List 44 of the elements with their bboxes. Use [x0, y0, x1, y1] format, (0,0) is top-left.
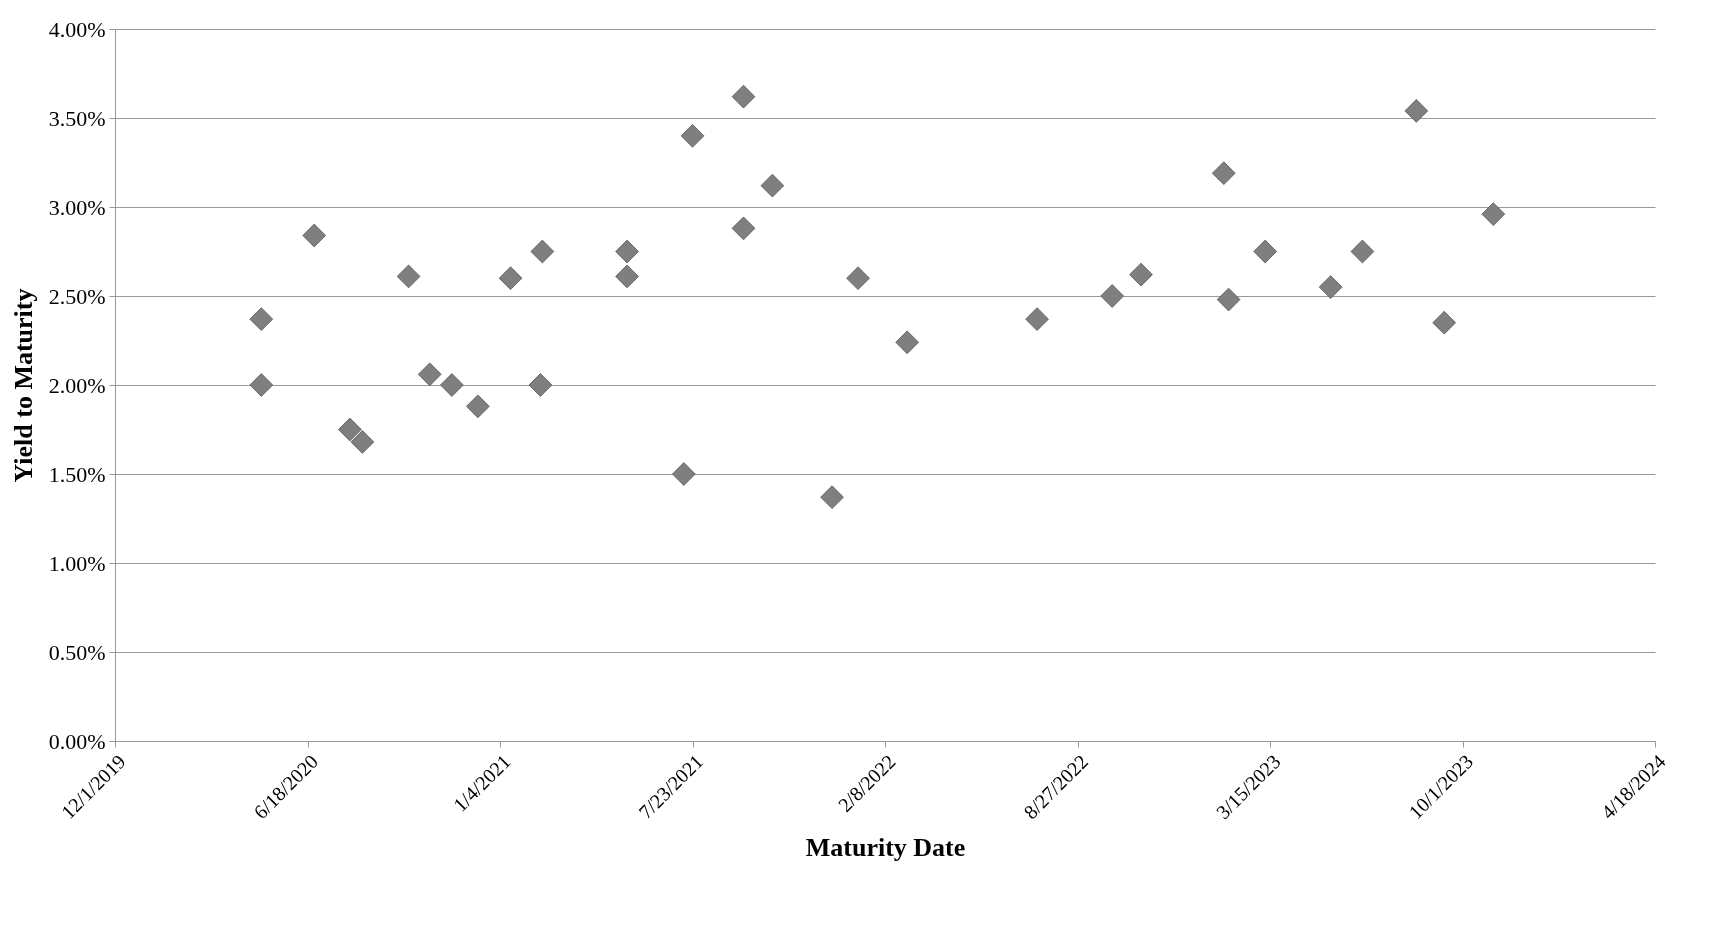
- point: [1129, 262, 1153, 287]
- y-axis-title: Yield to Maturity: [8, 288, 38, 483]
- point: [417, 362, 442, 387]
- point: [338, 417, 362, 442]
- point: [846, 266, 870, 290]
- point: [1350, 239, 1375, 264]
- point: [440, 373, 464, 397]
- y-tick-label: 2.50%: [48, 283, 106, 309]
- point: [672, 462, 696, 486]
- point: [1404, 99, 1429, 123]
- point: [731, 216, 756, 241]
- y-tick-label: 0.00%: [48, 728, 106, 754]
- point: [530, 239, 555, 264]
- x-axis-title: Maturity Date: [805, 833, 966, 862]
- y-tick-label: 2.00%: [48, 372, 106, 398]
- y-tick-label: 1.00%: [48, 550, 106, 576]
- point: [1025, 307, 1049, 331]
- point: [396, 264, 421, 289]
- point: [1100, 284, 1124, 308]
- y-tick-label: 3.00%: [48, 194, 106, 220]
- point: [895, 330, 919, 355]
- y-tick-label: 0.50%: [48, 639, 106, 665]
- point: [1481, 202, 1506, 226]
- point: [249, 307, 274, 331]
- point: [615, 239, 639, 264]
- point: [249, 373, 274, 397]
- point: [731, 84, 756, 109]
- y-tick-label: 3.50%: [48, 105, 106, 131]
- point: [760, 173, 785, 198]
- point: [1432, 310, 1457, 335]
- point: [528, 373, 553, 397]
- point: [1253, 239, 1277, 264]
- point: [680, 124, 705, 148]
- point: [1318, 275, 1343, 299]
- point: [1212, 161, 1236, 185]
- y-tick-label: 4.00%: [48, 16, 106, 42]
- point: [1216, 287, 1241, 312]
- point: [302, 223, 327, 248]
- point: [498, 266, 523, 290]
- point: [615, 264, 639, 289]
- point: [820, 485, 844, 509]
- point: [466, 394, 490, 419]
- point: [350, 430, 375, 454]
- y-tick-label: 1.50%: [48, 461, 106, 487]
